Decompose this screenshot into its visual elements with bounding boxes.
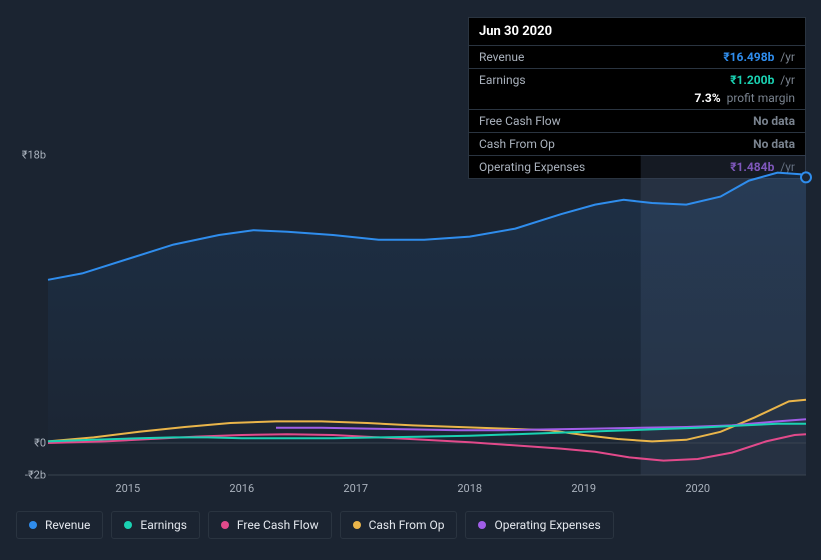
- x-axis-tick-label: 2015: [115, 482, 140, 495]
- tooltip-date: Jun 30 2020: [469, 18, 805, 45]
- x-axis-tick-label: 2018: [457, 482, 482, 495]
- x-axis-tick-label: 2020: [685, 482, 710, 495]
- x-axis-tick-label: 2019: [571, 482, 596, 495]
- tooltip-row-label: Free Cash Flow: [479, 114, 561, 128]
- legend-dot-icon: [124, 521, 132, 529]
- y-axis-tick-label: ₹0: [34, 437, 46, 450]
- tooltip-row: Free Cash Flow No data: [469, 109, 805, 132]
- tooltip-row: 7.3% profit margin: [469, 91, 805, 109]
- legend-dot-icon: [478, 521, 486, 529]
- x-axis-tick-label: 2016: [229, 482, 254, 495]
- legend-item-free-cash-flow[interactable]: Free Cash Flow: [208, 511, 332, 539]
- legend-item-label: Earnings: [140, 518, 187, 532]
- y-axis-tick-label: -₹2b: [25, 469, 46, 482]
- legend-item-revenue[interactable]: Revenue: [16, 511, 103, 539]
- tooltip-row-value: ₹16.498b /yr: [723, 50, 795, 64]
- tooltip-row: Revenue ₹16.498b /yr: [469, 45, 805, 68]
- legend-item-label: Free Cash Flow: [237, 518, 319, 532]
- tooltip-row-value: ₹1.200b /yr: [730, 73, 795, 87]
- tooltip-row-value: No data: [753, 137, 795, 151]
- legend-item-label: Operating Expenses: [494, 518, 600, 532]
- chart-legend: Revenue Earnings Free Cash Flow Cash From O…: [16, 511, 614, 539]
- legend-dot-icon: [353, 521, 361, 529]
- series-area-revenue: [48, 173, 806, 443]
- legend-item-label: Revenue: [45, 518, 90, 532]
- tooltip-row-value: 7.3% profit margin: [695, 91, 795, 105]
- chart-plot: [48, 155, 806, 475]
- y-axis-tick-label: ₹18b: [22, 149, 46, 162]
- tooltip-row-label: Revenue: [479, 50, 524, 64]
- x-axis-labels: 2015 2016 2017 2018 2019 2020: [16, 482, 806, 498]
- tooltip-row-value: No data: [753, 114, 795, 128]
- tooltip-row-label: Cash From Op: [479, 137, 555, 151]
- tooltip-row: Cash From Op No data: [469, 132, 805, 155]
- legend-item-operating-expenses[interactable]: Operating Expenses: [465, 511, 613, 539]
- tooltip-row-label: Earnings: [479, 73, 526, 87]
- x-axis-tick-label: 2017: [343, 482, 368, 495]
- legend-item-cash-from-op[interactable]: Cash From Op: [340, 511, 458, 539]
- legend-dot-icon: [29, 521, 37, 529]
- legend-dot-icon: [221, 521, 229, 529]
- series-end-marker: [801, 172, 811, 182]
- legend-item-label: Cash From Op: [369, 518, 445, 532]
- legend-item-earnings[interactable]: Earnings: [111, 511, 200, 539]
- tooltip-row: Earnings ₹1.200b /yr: [469, 68, 805, 91]
- financials-chart[interactable]: ₹18b₹0-₹2b: [16, 155, 806, 485]
